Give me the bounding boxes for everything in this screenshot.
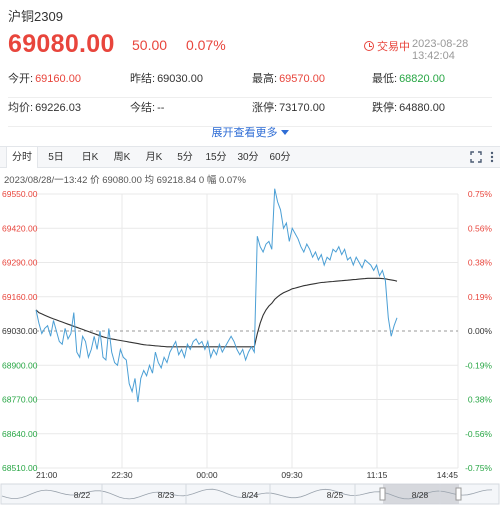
- stat-high: 最高: 69570.00: [252, 72, 325, 86]
- average-price-line: [35, 277, 398, 348]
- y-tick-label: 69160.00: [2, 292, 38, 302]
- y-tick-label: 68640.00: [2, 429, 38, 439]
- tab-monthly-k[interactable]: 月K: [145, 152, 163, 163]
- stat-limit-down: 跌停: 64880.00: [372, 101, 445, 115]
- stat-value: 69226.03: [35, 102, 81, 114]
- x-tick-label: 00:00: [196, 470, 218, 480]
- navigator-label: 8/23: [158, 490, 175, 500]
- x-tick-label: 11:15: [367, 470, 388, 480]
- stat-settle: 今结: --: [130, 101, 164, 115]
- stats-row: 今开: 69160.00 昨结: 69030.00 最高: 69570.00 最低: 6…: [8, 72, 492, 98]
- navigator-label: 8/25: [327, 490, 344, 500]
- expand-more-link[interactable]: 展开查看更多: [0, 124, 500, 140]
- contract-title: 沪铜2309: [8, 9, 63, 24]
- stat-open: 今开: 69160.00: [8, 72, 81, 86]
- tab-weekly-k[interactable]: 周K: [113, 152, 131, 163]
- stat-value: 73170.00: [279, 102, 325, 114]
- tab-daily-k[interactable]: 日K: [81, 152, 99, 163]
- y-axis-left: 69550.00 69420.00 69290.00 69160.00 69030.00…: [2, 189, 38, 473]
- navigator-track: [0, 483, 500, 505]
- stat-prev-settle: 昨结: 69030.00: [130, 72, 203, 86]
- caret-down-icon: [280, 130, 289, 135]
- stat-value: 69570.00: [279, 73, 325, 85]
- more-icon[interactable]: [486, 151, 498, 163]
- navigator-sparkline: [1, 488, 493, 500]
- y-tick-label: 68900.00: [2, 360, 38, 370]
- y-tick-label: 69290.00: [2, 258, 38, 268]
- x-tick-label: 09:30: [281, 470, 303, 480]
- y-tick-label: 68770.00: [2, 395, 38, 405]
- intraday-chart[interactable]: 69550.00 69420.00 69290.00 69160.00 69030.00…: [0, 184, 500, 506]
- tab-30min[interactable]: 30分: [237, 152, 259, 163]
- quote-timestamp: 2023-08-28 13:42:04: [412, 38, 469, 62]
- clock-icon: [364, 41, 374, 51]
- y-tick-label: 0.19%: [468, 292, 493, 302]
- x-axis: 21:00 22:30 00:00 09:30 11:15 14:45: [36, 470, 458, 480]
- stat-label: 涨停:: [252, 102, 278, 114]
- tab-15min[interactable]: 15分: [205, 152, 227, 163]
- x-tick-label: 21:00: [36, 470, 58, 480]
- y-tick-label: 0.00%: [468, 326, 493, 336]
- price-change-percent: 0.07%: [186, 37, 226, 53]
- navigator-label: 8/22: [74, 490, 91, 500]
- y-axis-right: 0.75% 0.56% 0.38% 0.19% 0.00% -0.19% 0.38% -0.5…: [465, 189, 492, 473]
- trading-status-label: 交易中: [377, 41, 410, 53]
- stat-label: 最高:: [252, 73, 278, 85]
- stat-label: 最低:: [372, 73, 398, 85]
- stat-value: 69160.00: [35, 73, 81, 85]
- y-tick-label: 0.56%: [468, 223, 493, 233]
- navigator-label: 8/28: [412, 490, 429, 500]
- y-tick-label: -0.19%: [465, 360, 492, 370]
- range-navigator[interactable]: 8/22 8/23 8/24 8/25 8/28: [0, 483, 500, 505]
- price-line: [35, 188, 398, 403]
- y-tick-label: -0.75%: [465, 463, 492, 473]
- trading-status: 交易中: [364, 38, 410, 54]
- stat-label: 昨结:: [130, 73, 156, 85]
- tab-5min[interactable]: 5分: [177, 152, 193, 163]
- stat-low: 最低: 68820.00: [372, 72, 445, 86]
- stat-value: 64880.00: [399, 102, 445, 114]
- stat-label: 今结:: [130, 102, 156, 114]
- stat-value: 69030.00: [157, 73, 203, 85]
- stat-label: 今开:: [8, 73, 34, 85]
- tab-intraday[interactable]: 分时: [6, 147, 38, 168]
- stat-label: 跌停:: [372, 102, 398, 114]
- navigator-label: 8/24: [242, 490, 259, 500]
- price-row: 69080.00 50.00 0.07% 交易中 2023-08-28 13:4…: [8, 30, 492, 62]
- fullscreen-icon[interactable]: [470, 151, 482, 163]
- y-tick-label: 0.75%: [468, 189, 493, 199]
- period-tabs: 分时 5日 日K 周K 月K 5分 15分 30分 60分: [0, 146, 500, 168]
- x-tick-label: 14:45: [437, 470, 459, 480]
- cursor-info-line: 2023/08/28/一13:42 价 69080.00 均 69218.84 …: [4, 175, 246, 186]
- expand-more-label: 展开查看更多: [211, 127, 278, 139]
- stat-value: 68820.00: [399, 73, 445, 85]
- tab-60min[interactable]: 60分: [269, 152, 291, 163]
- tab-5day[interactable]: 5日: [48, 152, 64, 163]
- y-tick-label: 69030.00: [2, 326, 38, 336]
- x-tick-label: 22:30: [111, 470, 133, 480]
- stats-row: 均价: 69226.03 今结: -- 涨停: 73170.00 跌停: 64880.0…: [8, 101, 492, 127]
- price-change: 50.00: [132, 37, 168, 53]
- stat-limit-up: 涨停: 73170.00: [252, 101, 325, 115]
- y-tick-label: 69550.00: [2, 189, 38, 199]
- stat-label: 均价:: [8, 102, 34, 114]
- stat-value: --: [157, 102, 165, 114]
- y-tick-label: 0.38%: [468, 258, 493, 268]
- navigator-handle-left: [379, 487, 386, 501]
- y-tick-label: -0.56%: [465, 429, 492, 439]
- y-tick-label: 68510.00: [2, 463, 38, 473]
- y-tick-label: 69420.00: [2, 223, 38, 233]
- last-price: 69080.00: [8, 30, 115, 58]
- stats-panel: 今开: 69160.00 昨结: 69030.00 最高: 69570.00 最低: 6…: [8, 72, 492, 127]
- stat-avg: 均价: 69226.03: [8, 101, 81, 115]
- navigator-handle-right: [455, 487, 462, 501]
- y-tick-label: 0.38%: [468, 395, 493, 405]
